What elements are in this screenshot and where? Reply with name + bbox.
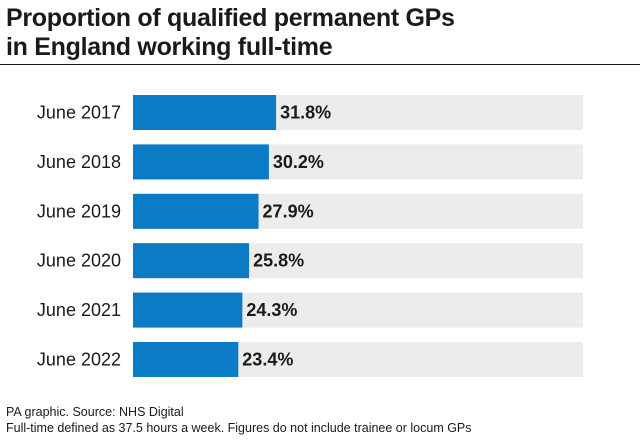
value-label: 31.8% <box>280 103 331 123</box>
bar <box>133 95 277 130</box>
chart-title: Proportion of qualified permanent GPs in… <box>6 4 626 62</box>
bar <box>133 342 239 377</box>
category-label: June 2020 <box>37 251 121 271</box>
chart-bars-group: June 2017 31.8% June 2018 30.2% June 2019 27.… <box>37 95 583 377</box>
value-label: 23.4% <box>242 350 293 370</box>
chart-title-line-2: in England working full-time <box>6 33 333 61</box>
category-label: June 2018 <box>37 152 121 172</box>
source-notes: PA graphic. Source: NHS Digital Full-tim… <box>6 404 472 436</box>
value-label: 24.3% <box>246 300 297 320</box>
bar <box>133 144 269 180</box>
bar <box>133 243 250 279</box>
bar-chart: June 2017 31.8% June 2018 30.2% June 2019 27.… <box>37 95 583 377</box>
source-footnote: Full-time defined as 37.5 hours a week. … <box>6 421 472 435</box>
category-label: June 2017 <box>37 103 121 123</box>
category-label: June 2021 <box>37 300 121 320</box>
category-label: June 2019 <box>37 201 121 221</box>
value-label: 25.8% <box>253 251 304 271</box>
chart-title-line-1: Proportion of qualified permanent GPs <box>6 4 455 32</box>
value-label: 27.9% <box>263 201 314 221</box>
bar <box>133 292 243 328</box>
value-label: 30.2% <box>273 152 324 172</box>
title-divider <box>0 64 640 65</box>
bar <box>133 193 259 229</box>
category-label: June 2022 <box>37 350 121 370</box>
source-credit: PA graphic. Source: NHS Digital <box>6 405 184 419</box>
